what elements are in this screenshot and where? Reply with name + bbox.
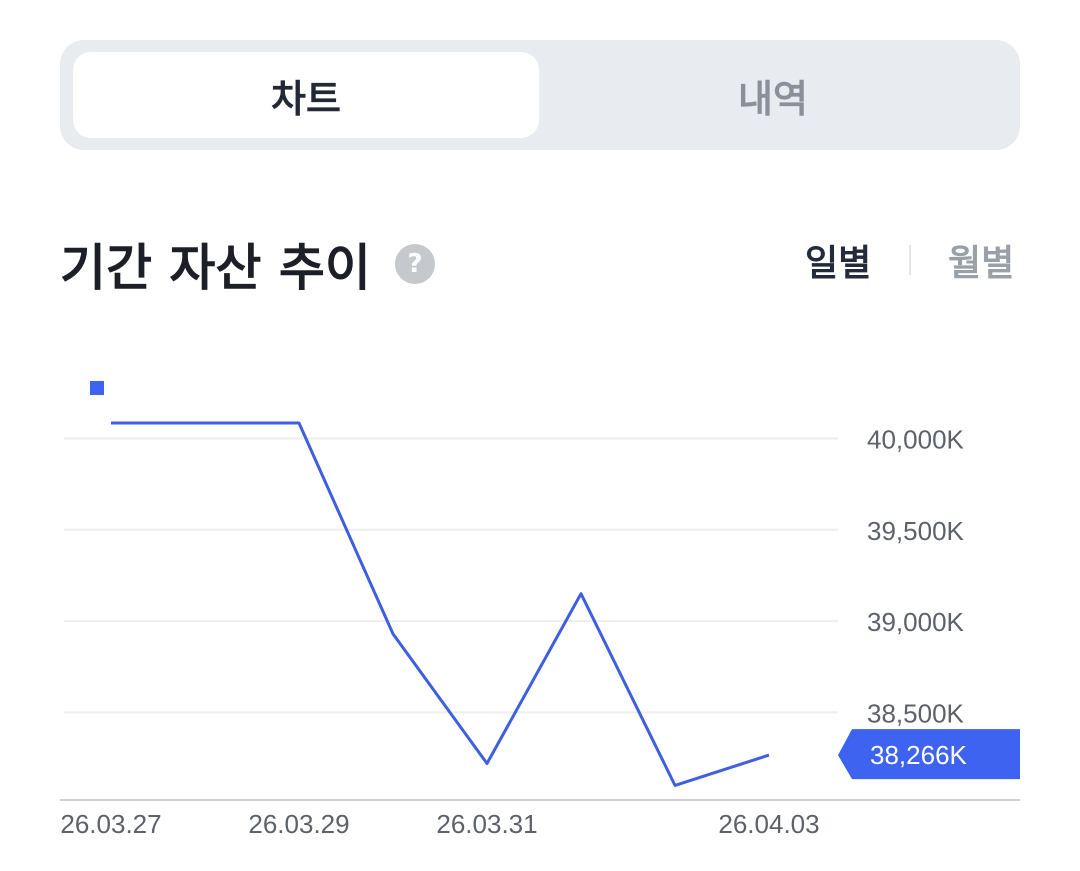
y-tick-label: 38,500K: [867, 698, 965, 728]
tab-chart[interactable]: 차트: [73, 52, 539, 138]
period-divider: [909, 245, 911, 275]
y-tick-label: 39,500K: [867, 516, 965, 546]
segmented-tab-bar: 차트 내역: [60, 40, 1020, 150]
section-title: 기간 자산 추이: [60, 239, 371, 297]
last-value-badge: 38,266K: [838, 729, 1020, 780]
period-monthly-button[interactable]: 월별: [948, 243, 1015, 284]
x-tick-label: 26.04.03: [718, 809, 819, 839]
x-tick-label: 26.03.29: [248, 809, 349, 839]
y-tick-label: 39,000K: [867, 607, 965, 637]
period-daily-button[interactable]: 일별: [805, 243, 872, 284]
legend-marker: [90, 381, 104, 395]
tab-history[interactable]: 내역: [738, 76, 808, 121]
x-tick-label: 26.03.31: [436, 809, 537, 839]
series-line: [111, 421, 770, 787]
last-value-label: 38,266K: [870, 740, 968, 770]
help-icon[interactable]: ?: [395, 244, 435, 284]
x-tick-label: 26.03.27: [60, 809, 161, 839]
y-tick-label: 40,000K: [867, 425, 965, 455]
